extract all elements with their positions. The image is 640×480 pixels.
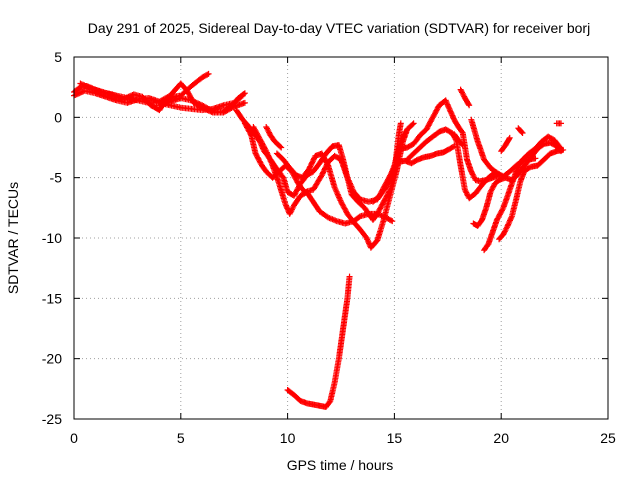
- series-arc21: [515, 125, 526, 137]
- y-tick-label: -25: [42, 411, 62, 427]
- series-arc15: [457, 86, 473, 109]
- y-tick-label: -5: [50, 170, 63, 186]
- y-tick-label: -15: [42, 290, 62, 306]
- series-markers: [156, 90, 248, 115]
- tick-labels: 0 5 10 15 20 25 5 0 -5 -10 -15 -20 -25: [42, 49, 616, 446]
- y-tick-label: 0: [54, 109, 62, 125]
- series-arc11: [370, 143, 458, 205]
- series-arc4: [156, 90, 248, 115]
- series-markers: [370, 143, 458, 205]
- x-tick-label: 25: [600, 430, 616, 446]
- x-tick-label: 15: [387, 430, 403, 446]
- series-arc13: [404, 126, 498, 202]
- chart-title: Day 291 of 2025, Sidereal Day-to-day VTE…: [88, 20, 590, 36]
- series-arc10: [284, 273, 353, 410]
- series-markers: [553, 120, 565, 127]
- series-arc20: [498, 134, 513, 155]
- series-markers: [481, 133, 565, 254]
- series-markers: [250, 124, 396, 227]
- x-axis-label: GPS time / hours: [287, 457, 394, 473]
- data-points: [71, 70, 567, 410]
- x-tick-label: 0: [70, 430, 78, 446]
- x-tick-label: 20: [493, 430, 509, 446]
- series-arc22: [553, 120, 565, 127]
- y-axis-label: SDTVAR / TECUs: [5, 182, 21, 294]
- series-arc18: [481, 133, 565, 254]
- x-tick-label: 10: [280, 430, 296, 446]
- series-arc9: [263, 124, 285, 151]
- series-markers: [515, 125, 526, 137]
- series-markers: [498, 134, 513, 155]
- axis-ticks: [73, 56, 609, 420]
- y-tick-label: -20: [42, 351, 62, 367]
- series-markers: [451, 131, 466, 149]
- series-markers: [457, 86, 473, 109]
- series-arc12: [397, 97, 503, 185]
- series-markers: [397, 97, 503, 185]
- series-markers: [263, 124, 285, 151]
- series-markers: [273, 120, 417, 251]
- series-arc19: [496, 146, 567, 243]
- series-arc8: [273, 120, 417, 251]
- y-tick-label: 5: [54, 49, 62, 65]
- series-arc14: [451, 131, 466, 149]
- series-markers: [284, 273, 353, 410]
- series-markers: [496, 146, 567, 243]
- x-tick-label: 5: [177, 430, 185, 446]
- y-tick-label: -10: [42, 230, 62, 246]
- series-markers: [404, 126, 498, 202]
- series-arc7: [250, 124, 396, 227]
